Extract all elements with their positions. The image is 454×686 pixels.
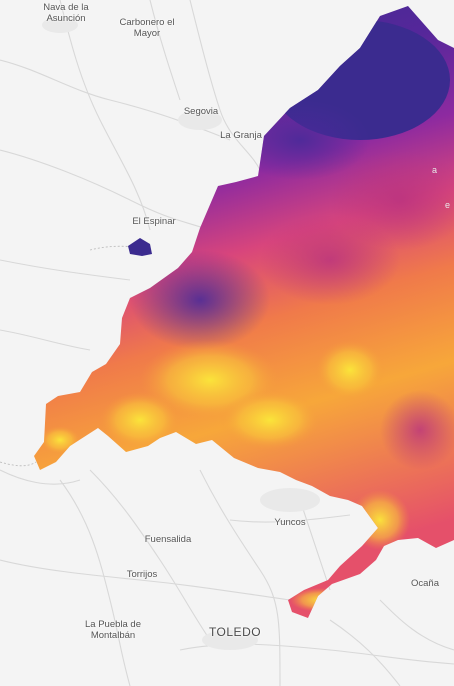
urban-areas	[42, 17, 320, 650]
place-name: Fuensalida	[144, 534, 192, 545]
place-label-la-granja: La Granja	[220, 130, 262, 141]
place-name: Torrijos	[126, 569, 158, 580]
place-label-carbonero: Carbonero el Mayor	[120, 17, 175, 39]
place-label-el-espinar: El Espinar	[132, 216, 175, 227]
place-label-toledo: TOLEDO	[208, 625, 262, 639]
place-label-la-puebla: La Puebla de Montalbán	[85, 619, 141, 641]
place-name: Nava de la	[43, 2, 89, 13]
place-name: TOLEDO	[208, 625, 262, 639]
place-name: Segovia	[183, 106, 219, 117]
place-label-segovia: Segovia	[184, 106, 218, 117]
place-name-line2: Asunción	[46, 13, 86, 24]
place-label-nava: Nava de la Asunción	[43, 2, 88, 24]
place-label-ocana: Ocaña	[411, 578, 439, 589]
partial-label-e: e	[445, 200, 450, 210]
place-label-yuncos: Yuncos	[274, 517, 305, 528]
place-name-line2: Montalbán	[90, 630, 136, 641]
admin-boundaries	[0, 245, 151, 467]
heatmap-layer[interactable]	[34, 6, 454, 618]
place-name-line2: Mayor	[133, 28, 161, 39]
place-name: Yuncos	[274, 517, 306, 528]
partial-label-a: a	[432, 165, 437, 175]
place-label-torrijos: Torrijos	[127, 569, 158, 580]
place-name: La Granja	[220, 130, 262, 141]
place-name: Ocaña	[411, 578, 439, 589]
place-name: Carbonero el	[119, 17, 175, 28]
place-label-fuensalida: Fuensalida	[145, 534, 191, 545]
place-name: El Espinar	[132, 216, 176, 227]
place-name: La Puebla de	[85, 619, 141, 630]
heatmap-island	[128, 238, 152, 256]
